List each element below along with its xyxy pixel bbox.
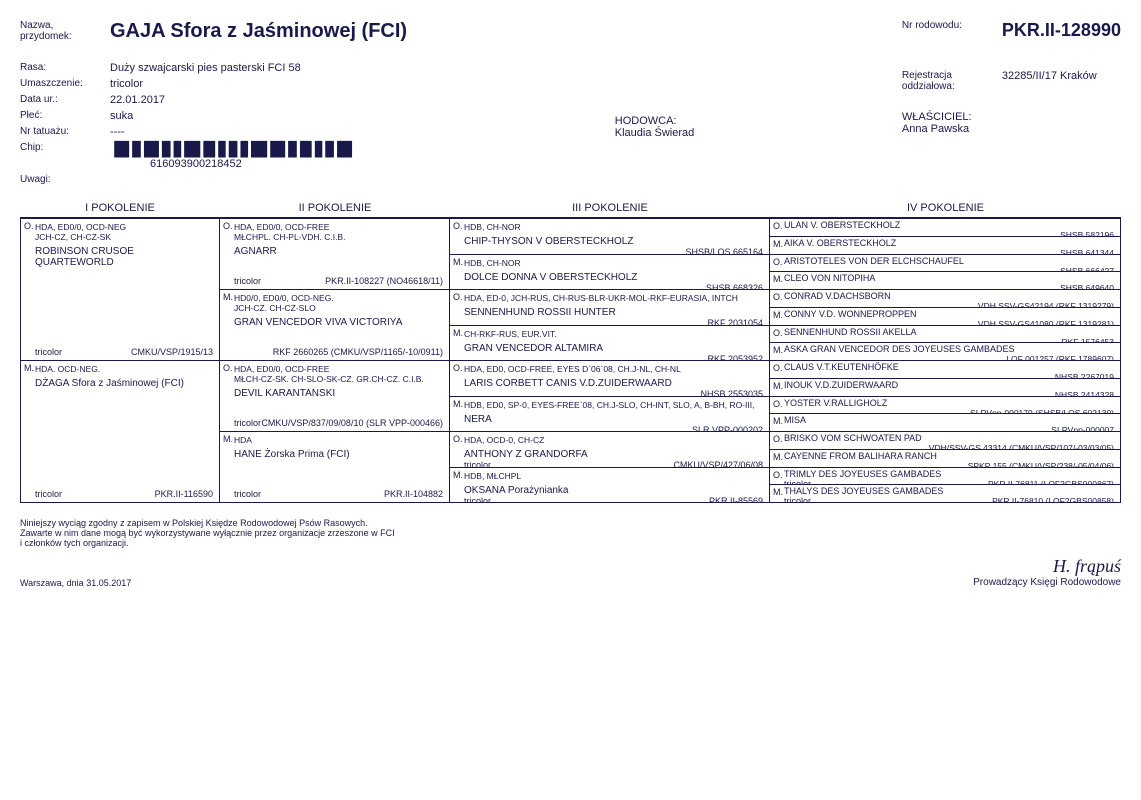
pedigree-cell: M.HDB, MŁCHPLOKSANA Porażyniankatricolor… (450, 468, 770, 504)
label-chip: Chip: (20, 142, 110, 170)
pedigree-cell: M.CONNY V.D. WONNEPROPPENVDH SSV-GS41080… (770, 308, 1121, 326)
footer-line1: Niniejszy wyciąg zgodny z zapisem w Pols… (20, 518, 1121, 528)
label-owner: WŁAŚCICIEL: (902, 111, 1121, 123)
dog-pednum: PKR.II-128990 (1002, 20, 1121, 41)
dog-breed: Duży szwajcarski pies pasterski FCI 58 (110, 62, 301, 74)
label-color: Umaszczenie: (20, 78, 110, 90)
pedigree-grid: O.HDA, ED0/0, OCD-NEG JCH-CZ, CH-CZ-SKRO… (20, 218, 1121, 503)
label-breeder: HODOWCA: (615, 115, 695, 127)
pedigree-cell: O.HDA, ED0/0, OCD-FREE MŁCH-CZ-SK. CH-SL… (220, 361, 450, 432)
pedigree-cell: O.HDA, ED0/0, OCD-NEG JCH-CZ, CH-CZ-SKRO… (20, 219, 220, 361)
pedigree-cell: O.ARISTOTELES VON DER ELCHSCHAUFELSHSB 6… (770, 255, 1121, 273)
dog-chip: 616093900218452 (150, 158, 355, 170)
pedigree-cell: M.HDB, ED0, SP-0, EYES-FREE`08, CH.J-SLO… (450, 397, 770, 433)
pedigree-cell: M.HDA. OCD-NEG.DŻAGA Sfora z Jaśminowej … (20, 361, 220, 503)
gen-3-header: III POKOLENIE (450, 199, 770, 217)
signature-label: Prowadzący Księgi Rodowodowe (973, 577, 1121, 588)
pedigree-cell: O.SENNENHUND ROSSII AKELLARKF 1576453 (770, 326, 1121, 344)
pedigree-cell: M.THALYS DES JOYEUSES GAMBADEStricolorPK… (770, 485, 1121, 503)
dog-regdiv: 32285/II/17 Kraków (1002, 70, 1097, 92)
gen-2-header: II POKOLENIE (220, 199, 450, 217)
dog-tattoo: ---- (110, 126, 125, 138)
pedigree-cell: O.BRISKO VOM SCHWOATEN PADVDH/SSV-GS 433… (770, 432, 1121, 450)
pedigree-cell: M.ASKA GRAN VENCEDOR DES JOYEUSES GAMBAD… (770, 343, 1121, 361)
pedigree-cell: M.HDB, CH-NORDOLCE DONNA V OBERSTECKHOLZ… (450, 255, 770, 291)
gen-1-header: I POKOLENIE (20, 199, 220, 217)
footer-line2: Zawarte w nim dane mogą być wykorzystywa… (20, 528, 1121, 538)
footer: Niniejszy wyciąg zgodny z zapisem w Pols… (20, 518, 1121, 588)
dog-sex: suka (110, 110, 133, 122)
pedigree-cell: O.CONRAD V.DACHSBORNVDH SSV-GS42194 (RKF… (770, 290, 1121, 308)
pedigree-cell: M.CLEO VON NITOPIHASHSB 649640 (770, 272, 1121, 290)
barcode: ▐█▌█▐█▌█▐▌██▐█▐▌█▐▌██▐█▌█▐█▐▌█▐█▌ (110, 142, 355, 158)
pedigree-cell: O.HDA, ED0/0, OCD-FREE MŁCHPL. CH-PL-VDH… (220, 219, 450, 290)
generation-headers: I POKOLENIE II POKOLENIE III POKOLENIE I… (20, 199, 1121, 218)
pedigree-cell: M.CH-RKF-RUS, EUR.VIT.GRAN VENCEDOR ALTA… (450, 326, 770, 362)
pedigree-cell: M.HDAHANE Żorska Prima (FCI)tricolorPKR.… (220, 432, 450, 503)
pedigree-cell: O.HDA, ED-0, JCH-RUS, CH-RUS-BLR-UKR-MOL… (450, 290, 770, 326)
pedigree-cell: O.CLAUS V.T.KEUTENHÖFKENHSB 2267019 (770, 361, 1121, 379)
label-breed: Rasa: (20, 62, 110, 74)
label-tattoo: Nr tatuażu: (20, 126, 110, 138)
pedigree-cell: M.HD0/0, ED0/0, OCD-NEG. JCH-CZ. CH-CZ-S… (220, 290, 450, 361)
footer-line3: i członków tych organizacji. (20, 538, 1121, 548)
dog-dob: 22.01.2017 (110, 94, 165, 106)
signature: H. frąpuś (973, 556, 1121, 577)
label-sex: Płeć: (20, 110, 110, 122)
pedigree-cell: O.HDB, CH-NORCHIP-THYSON V OBERSTECKHOLZ… (450, 219, 770, 255)
pedigree-cell: O.YOSTER V.RALLIGHOLZSLRVpp-000179 (SHSB… (770, 397, 1121, 415)
dog-breeder: Klaudia Świerad (615, 127, 695, 139)
pedigree-cell: O.HDA, OCD-0, CH-CZANTHONY Z GRANDORFAtr… (450, 432, 770, 468)
dog-owner: Anna Pawska (902, 123, 1121, 135)
label-pednum: Nr rodowodu: (902, 20, 1002, 41)
header-section: Nazwa, przydomek: GAJA Sfora z Jaśminowe… (20, 20, 1121, 189)
dog-color: tricolor (110, 78, 143, 90)
label-remarks: Uwagi: (20, 174, 110, 185)
pedigree-cell: M.INOUK V.D.ZUIDERWAARDNHSB 2414328 (770, 379, 1121, 397)
pedigree-cell: O.ULAN V. OBERSTECKHOLZSHSB 582196 (770, 219, 1121, 237)
label-name: Nazwa, przydomek: (20, 20, 110, 43)
label-regdiv: Rejestracja oddziałowa: (902, 70, 1002, 92)
footer-date: Warszawa, dnia 31.05.2017 (20, 578, 131, 588)
dog-name: GAJA Sfora z Jaśminowej (FCI) (110, 20, 407, 43)
pedigree-cell: M.MISASLRVpp-000007 (770, 414, 1121, 432)
label-dob: Data ur.: (20, 94, 110, 106)
pedigree-cell: M.AIKA V. OBERSTECKHOLZSHSB 641344 (770, 237, 1121, 255)
gen-4-header: IV POKOLENIE (770, 199, 1121, 217)
pedigree-cell: O.TRIMLY DES JOYEUSES GAMBADEStricolorPK… (770, 468, 1121, 486)
pedigree-cell: M.CAYENNE FROM BALIHARA RANCHSPKP 155 (C… (770, 450, 1121, 468)
pedigree-cell: O.HDA, ED0, OCD-FREE, EYES D`06`08, CH.J… (450, 361, 770, 397)
